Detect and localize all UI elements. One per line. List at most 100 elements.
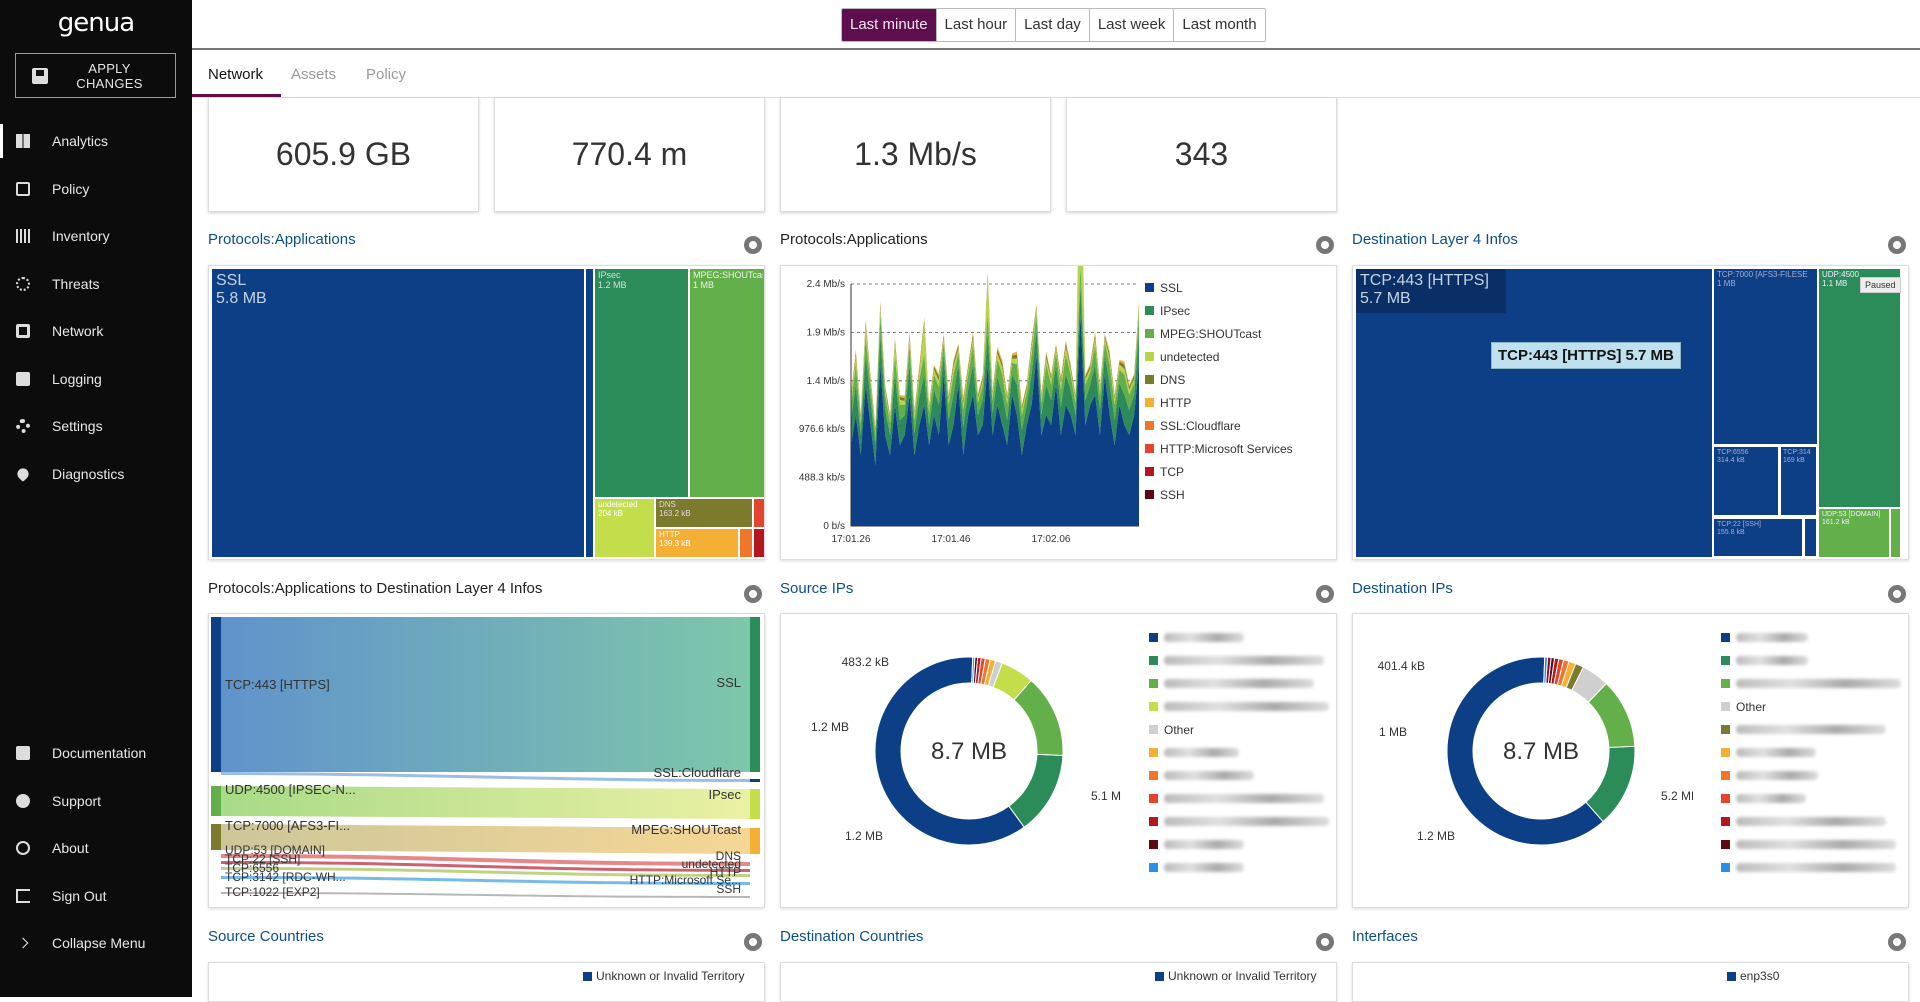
sankey-flow-exp2[interactable] — [221, 892, 750, 898]
sidebar-item-sign-out[interactable]: Sign Out — [0, 879, 192, 913]
legend-item[interactable] — [1149, 787, 1329, 810]
sidebar-item-support[interactable]: Support — [0, 784, 192, 818]
sankey-flow-rdc[interactable] — [221, 876, 750, 885]
sankey-flow-mpeg[interactable] — [221, 824, 750, 854]
sidebar-item-logging[interactable]: Logging — [0, 362, 192, 396]
legend-item[interactable] — [1721, 649, 1901, 672]
treemap-cell-dns[interactable]: DNS 163.2 kB — [656, 499, 752, 527]
legend-item[interactable] — [1149, 833, 1329, 856]
legend-item[interactable]: TCP — [1145, 460, 1293, 483]
donut-slice[interactable] — [1543, 656, 1549, 684]
treemap-cell-small[interactable] — [585, 269, 593, 557]
time-range-last-week[interactable]: Last week — [1088, 9, 1174, 41]
legend-item[interactable]: HTTP — [1145, 391, 1293, 414]
donut-slice[interactable] — [971, 656, 976, 684]
legend-item[interactable] — [1721, 833, 1901, 856]
treemap-cell-udp53[interactable]: UDP:53 [DOMAIN] 161.2 kB — [1819, 509, 1889, 557]
treemap-cell-tcp314[interactable]: TCP:314 169 kB — [1780, 446, 1817, 516]
legend-item[interactable] — [1149, 810, 1329, 833]
time-range-last-month[interactable]: Last month — [1173, 9, 1265, 41]
legend-item[interactable]: HTTP:Microsoft Services — [1145, 437, 1293, 460]
time-range-last-minute[interactable]: Last minute — [842, 9, 936, 41]
gear-icon[interactable] — [744, 585, 762, 603]
legend-item[interactable] — [1721, 787, 1901, 810]
treemap-cell-small[interactable] — [754, 529, 764, 557]
panel-title-protocols-treemap[interactable]: Protocols:Applications — [208, 231, 356, 248]
legend-item[interactable] — [1721, 718, 1901, 741]
treemap-cell-undetected[interactable]: undetected 204 kB — [595, 499, 654, 557]
treemap-cell-tcp443[interactable]: TCP:443 [HTTPS] 5.7 MB — [1356, 269, 1712, 557]
legend-item[interactable]: SSL — [1145, 276, 1293, 299]
gear-icon[interactable] — [1888, 585, 1906, 603]
treemap-cell-mpeg[interactable]: MPEG:SHOUTcast 1 MB — [690, 269, 764, 497]
legend-item[interactable]: SSL:Cloudflare — [1145, 414, 1293, 437]
treemap-cell-ipsec[interactable]: IPsec 1.2 MB — [595, 269, 688, 497]
panel-title-destination-l4[interactable]: Destination Layer 4 Infos — [1352, 231, 1518, 248]
sidebar-item-settings[interactable]: Settings — [0, 409, 192, 443]
legend-item[interactable] — [1721, 810, 1901, 833]
treemap-cell-tcp6556[interactable]: TCP:6556 314.4 kB — [1713, 446, 1779, 516]
sankey-flow-ssh[interactable] — [221, 861, 750, 872]
sankey-flow-undetected[interactable] — [221, 867, 750, 877]
legend-item[interactable] — [1721, 672, 1901, 695]
treemap-cell-http[interactable]: HTTP 139.3 kB — [656, 529, 738, 557]
legend-item[interactable] — [1721, 764, 1901, 787]
sankey-node-afs3[interactable] — [211, 824, 221, 850]
time-range-last-day[interactable]: Last day — [1015, 9, 1089, 41]
panel-title-destination-countries[interactable]: Destination Countries — [780, 928, 924, 945]
area-series-dns[interactable] — [851, 266, 1139, 432]
legend-item[interactable] — [1149, 672, 1329, 695]
legend-item[interactable]: SSH — [1145, 483, 1293, 506]
paused-badge[interactable]: Paused — [1860, 277, 1901, 293]
gear-icon[interactable] — [1888, 933, 1906, 951]
donut-slice[interactable] — [1585, 745, 1636, 823]
treemap-cell-small[interactable] — [740, 529, 752, 557]
sankey-flow-dns[interactable] — [221, 854, 750, 866]
gear-icon[interactable] — [744, 933, 762, 951]
legend-item[interactable] — [1149, 764, 1329, 787]
legend-item[interactable] — [1721, 856, 1901, 879]
gear-icon[interactable] — [1316, 933, 1334, 951]
legend-item[interactable]: undetected — [1145, 345, 1293, 368]
sankey-node-mpeg[interactable] — [750, 828, 760, 854]
sidebar-item-policy[interactable]: Policy — [0, 172, 192, 206]
apply-changes-button[interactable]: APPLY CHANGES — [15, 53, 176, 98]
area-series-http[interactable] — [851, 266, 1139, 429]
panel-title-destination-ips[interactable]: Destination IPs — [1352, 580, 1453, 597]
legend-item[interactable] — [1149, 741, 1329, 764]
tab-network[interactable]: Network — [208, 66, 264, 83]
donut-slice[interactable] — [874, 656, 1025, 846]
sankey-node-ssl-cloudflare[interactable] — [750, 779, 760, 782]
area-series-ssl[interactable] — [851, 314, 1139, 526]
sidebar-item-threats[interactable]: Threats — [0, 267, 192, 301]
tab-assets[interactable]: Assets — [291, 66, 337, 83]
donut-slice[interactable] — [1008, 753, 1064, 828]
sidebar-item-analytics[interactable]: Analytics — [0, 124, 192, 158]
gear-icon[interactable] — [744, 236, 762, 254]
treemap-cell-udp4500[interactable]: UDP:4500 [IPSEC1.1 MB Paused — [1819, 269, 1901, 507]
legend-item[interactable] — [1721, 741, 1901, 764]
donut-slice[interactable] — [1446, 656, 1604, 846]
sankey-node-ssl[interactable] — [750, 617, 760, 772]
sankey-node-https[interactable] — [211, 617, 221, 772]
tab-policy[interactable]: Policy — [366, 66, 407, 83]
gear-icon[interactable] — [1888, 236, 1906, 254]
sidebar-item-diagnostics[interactable]: Diagnostics — [0, 457, 192, 491]
legend-item[interactable]: Other — [1149, 718, 1329, 741]
sidebar-item-collapse-menu[interactable]: Collapse Menu — [0, 926, 192, 960]
legend-item[interactable] — [1149, 649, 1329, 672]
sidebar-item-network[interactable]: Network — [0, 314, 192, 348]
treemap-cell-tcp7000[interactable]: TCP:7000 [AFS3-FILESE 1 MB — [1713, 269, 1817, 444]
legend-item[interactable]: DNS — [1145, 368, 1293, 391]
sankey-node-ipsec-n[interactable] — [211, 786, 221, 816]
treemap-cell-small[interactable] — [1891, 509, 1900, 557]
sankey-flow-ssl-cloudflare[interactable] — [221, 772, 750, 782]
legend-item[interactable] — [1721, 626, 1901, 649]
treemap-cell-small[interactable] — [1804, 518, 1817, 557]
sidebar-item-documentation[interactable]: Documentation — [0, 736, 192, 770]
treemap-cell-tcp22[interactable]: TCP:22 [SSH] 155.8 kB — [1713, 518, 1803, 557]
treemap-cell-small[interactable] — [754, 499, 764, 527]
treemap-cell-ssl[interactable]: SSL 5.8 MB — [212, 269, 584, 557]
legend-item[interactable] — [1149, 695, 1329, 718]
legend-item[interactable] — [1149, 626, 1329, 649]
